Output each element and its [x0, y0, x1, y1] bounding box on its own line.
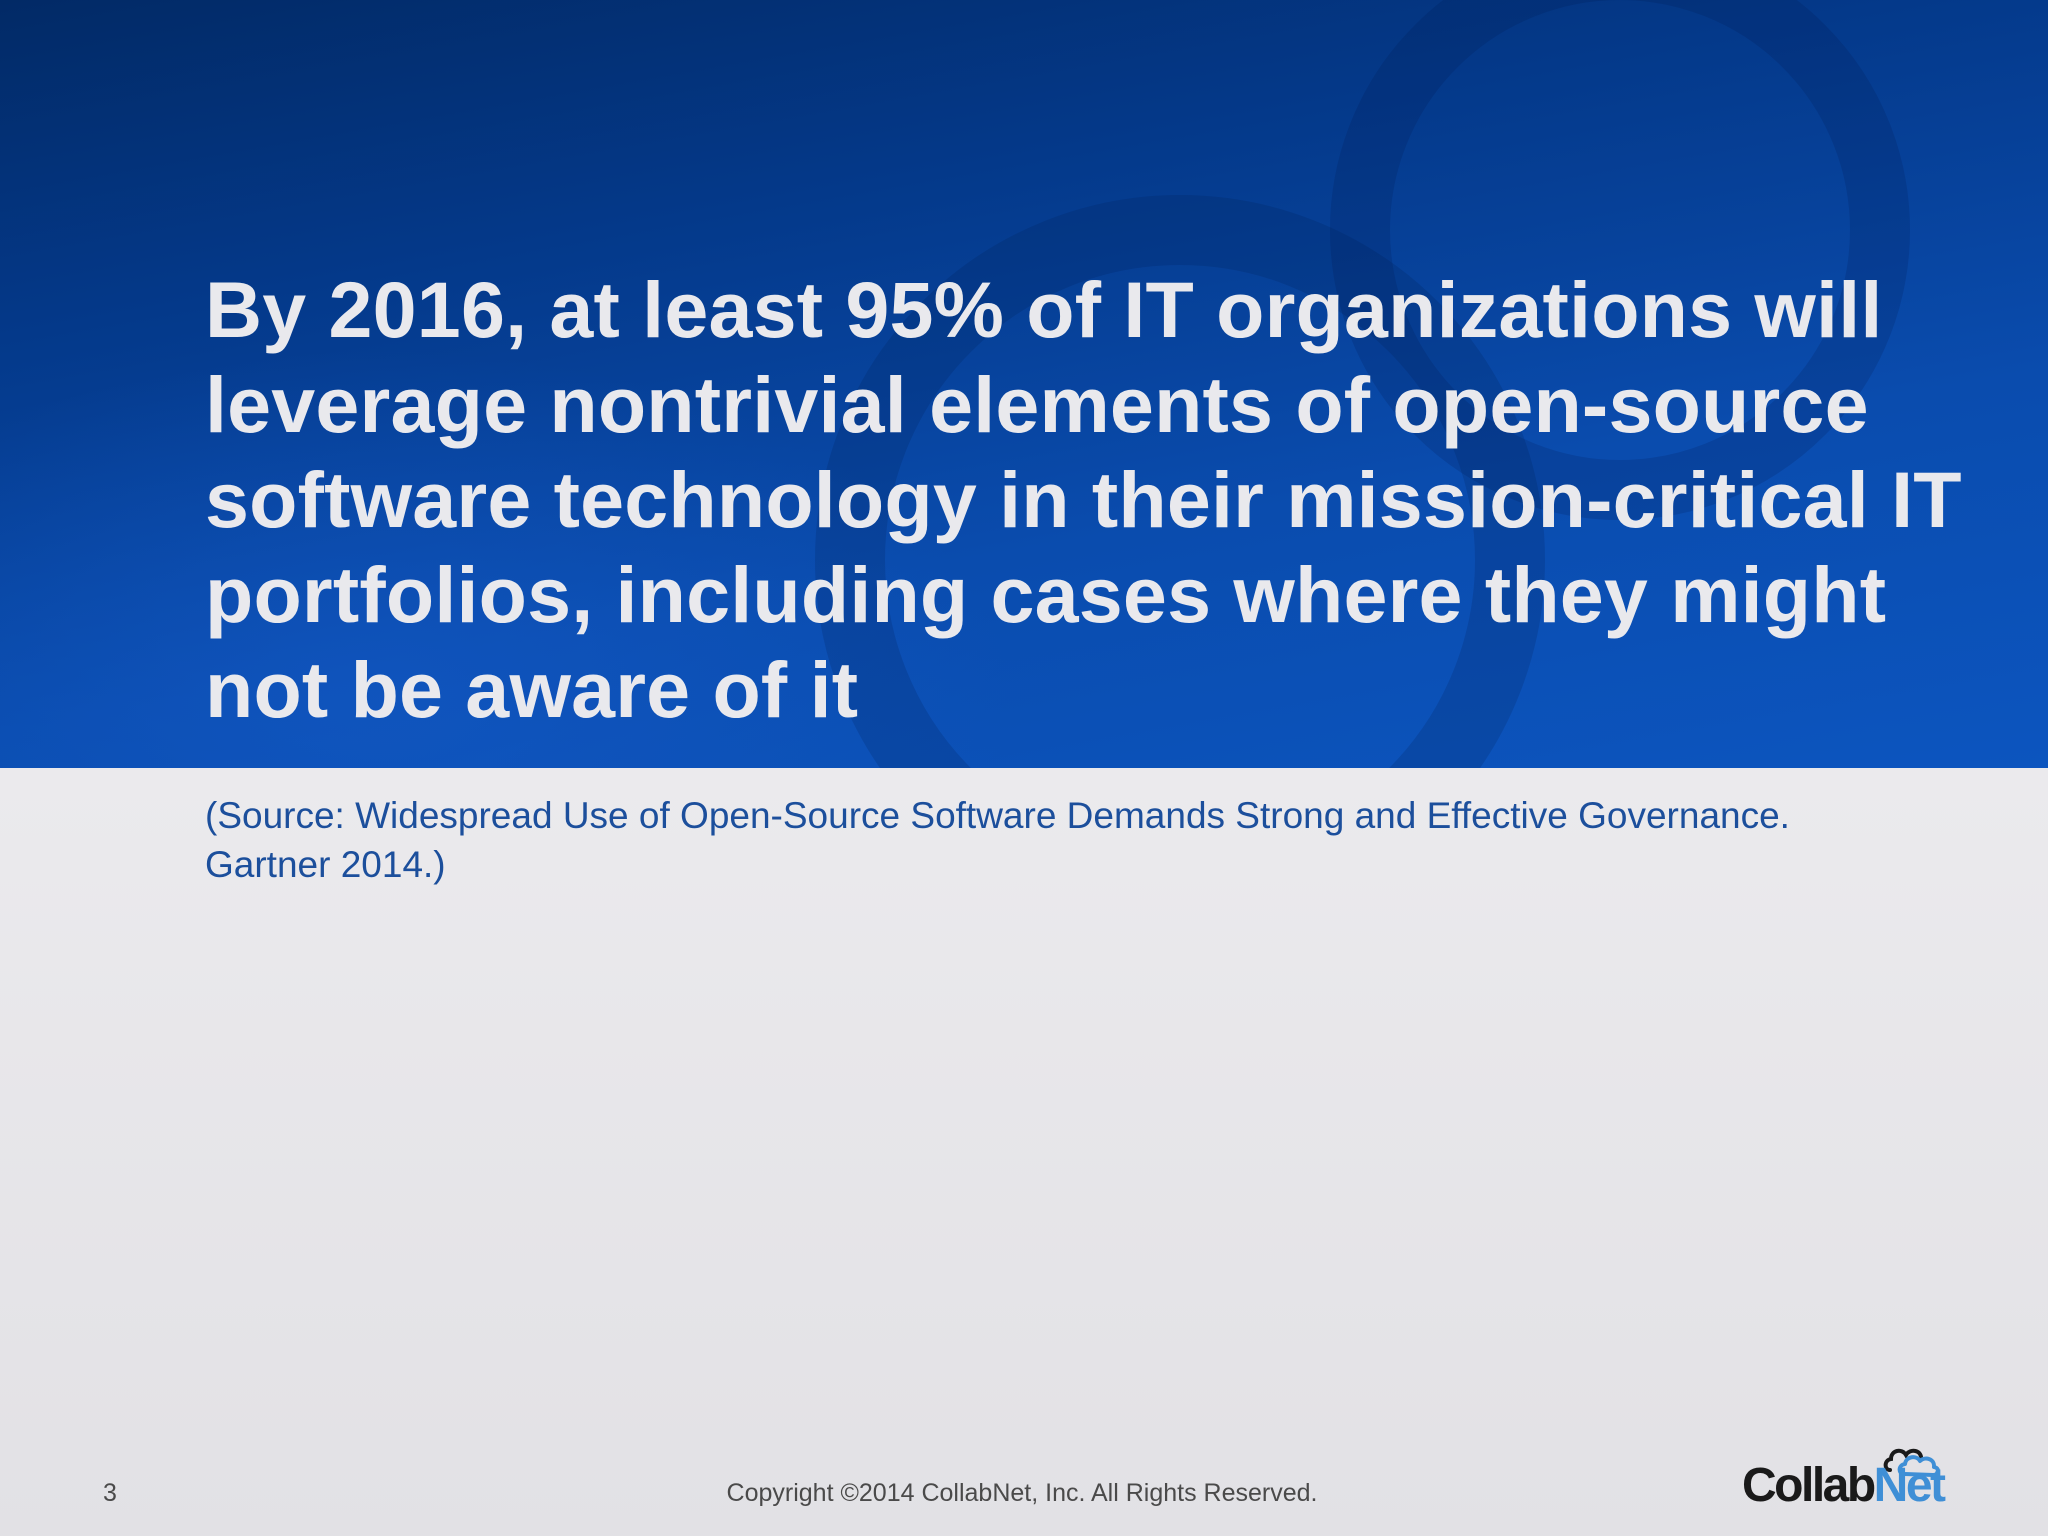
page-number: 3	[103, 1479, 117, 1507]
collabnet-logo: CollabNet	[1742, 1440, 1962, 1513]
logo-wordmark: CollabNet	[1742, 1458, 1946, 1513]
header-band	[0, 0, 2048, 768]
slide-headline: By 2016, at least 95% of IT organization…	[205, 265, 1962, 734]
logo-wordmark-net: Net	[1873, 1459, 1946, 1512]
copyright-notice: Copyright ©2014 CollabNet, Inc. All Righ…	[726, 1479, 1318, 1507]
cloud-icon	[1883, 1448, 1940, 1477]
source-citation: (Source: Widespread Use of Open-Source S…	[205, 795, 1790, 885]
watermark-graphic	[815, 0, 1910, 768]
logo-wordmark-collab: Collab	[1742, 1459, 1876, 1512]
